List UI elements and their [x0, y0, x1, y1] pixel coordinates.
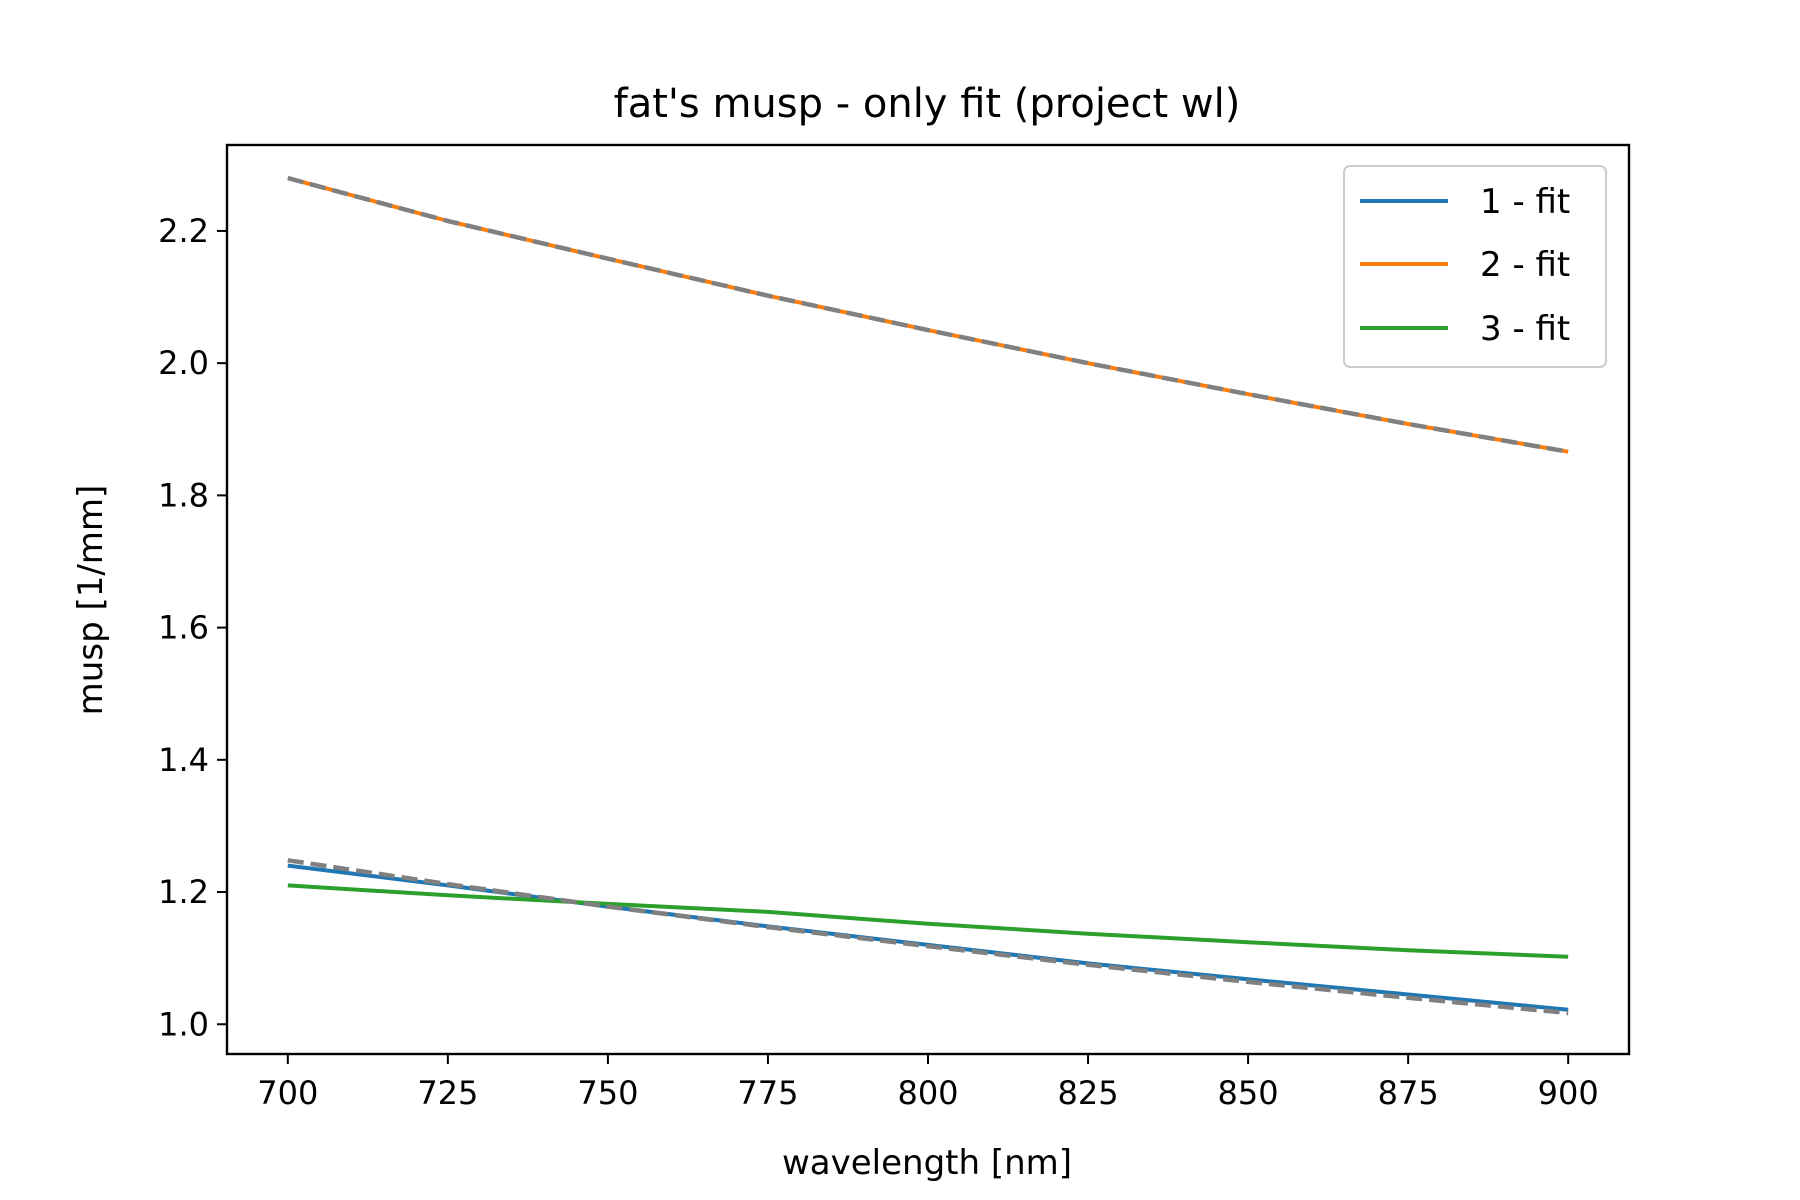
y-axis-label: musp [1/mm]: [71, 485, 111, 716]
series-line-3: [287, 883, 1569, 959]
legend-label-2: 2 - fit: [1480, 245, 1570, 285]
y-tick-label: 1.6: [158, 609, 209, 647]
legend: 1 - fit 2 - fit 3 - fit: [1343, 165, 1607, 368]
legend-label-3: 3 - fit: [1480, 309, 1570, 349]
x-tick-label: 900: [1538, 1074, 1599, 1112]
x-tick-label: 750: [577, 1074, 638, 1112]
x-tick-label: 800: [897, 1074, 958, 1112]
y-tick-label: 2.2: [158, 212, 209, 250]
chart-title: fat's musp - only fit (project wl): [614, 81, 1241, 127]
series-line-4: [287, 858, 1569, 1016]
x-axis-ticks: 700 725 750 775 800 825 850 875 900: [257, 1054, 1599, 1112]
x-tick-label: 775: [737, 1074, 798, 1112]
x-tick-label: 875: [1378, 1074, 1439, 1112]
x-axis-label: wavelength [nm]: [782, 1143, 1072, 1183]
y-tick-label: 2.0: [158, 344, 209, 382]
legend-box: [1343, 165, 1607, 368]
x-tick-label: 700: [257, 1074, 318, 1112]
y-tick-label: 1.8: [158, 476, 209, 514]
series-line-5: [287, 175, 1569, 454]
y-tick-label: 1.0: [158, 1005, 209, 1043]
y-axis-ticks: 1.0 1.2 1.4 1.6 1.8 2.0 2.2: [158, 212, 227, 1043]
x-tick-label: 850: [1218, 1074, 1279, 1112]
x-tick-label: 725: [417, 1074, 478, 1112]
y-tick-label: 1.2: [158, 873, 209, 911]
x-tick-label: 825: [1058, 1074, 1119, 1112]
y-tick-label: 1.4: [158, 741, 209, 779]
legend-label-1: 1 - fit: [1480, 182, 1570, 222]
series-layer: [287, 175, 1569, 1016]
